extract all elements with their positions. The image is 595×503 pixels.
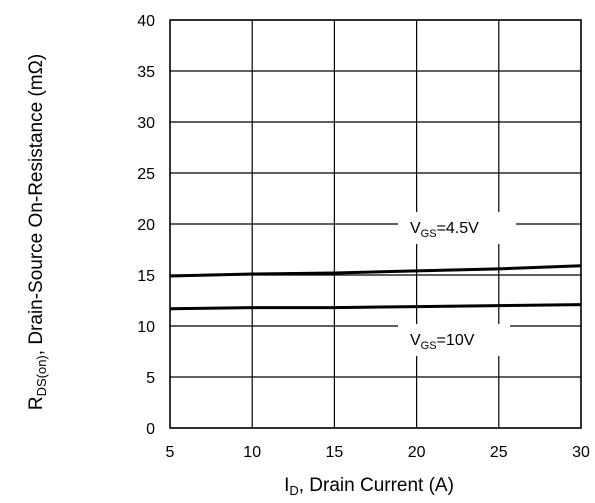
series-label-vgs-4-5v: VGS=4.5V	[398, 212, 516, 244]
y-tick-label: 25	[137, 166, 155, 183]
series-label-background	[398, 324, 510, 356]
series-label-text: VGS=4.5V	[410, 220, 479, 240]
series-label-text: VGS=10V	[410, 332, 475, 352]
x-tick-label: 5	[166, 444, 175, 461]
y-tick-label: 35	[137, 64, 155, 81]
series-layer	[169, 264, 582, 311]
x-tick-label: 10	[243, 444, 261, 461]
y-tick-label: 10	[137, 319, 155, 336]
grid	[169, 19, 582, 429]
series-label-background	[398, 212, 516, 244]
x-tick-label: 30	[572, 444, 590, 461]
series-line-1	[169, 303, 582, 311]
x-axis-title: ID, Drain Current (A)	[284, 475, 454, 498]
y-tick-label: 5	[146, 370, 155, 387]
x-tick-label: 20	[408, 444, 426, 461]
x-tick-label: 15	[326, 444, 344, 461]
x-tick-label: 25	[490, 444, 508, 461]
y-tick-label: 20	[137, 217, 155, 234]
y-tick-label: 40	[137, 13, 155, 30]
y-tick-label: 15	[137, 268, 155, 285]
series-line-0	[169, 264, 582, 278]
y-tick-label: 30	[137, 115, 155, 132]
plot-frame	[169, 19, 582, 429]
y-tick-label: 0	[146, 421, 155, 438]
series-label-vgs-10v: VGS=10V	[398, 324, 510, 356]
y-axis-title: RDS(on), Drain-Source On-Resistance (mΩ)	[26, 54, 49, 410]
